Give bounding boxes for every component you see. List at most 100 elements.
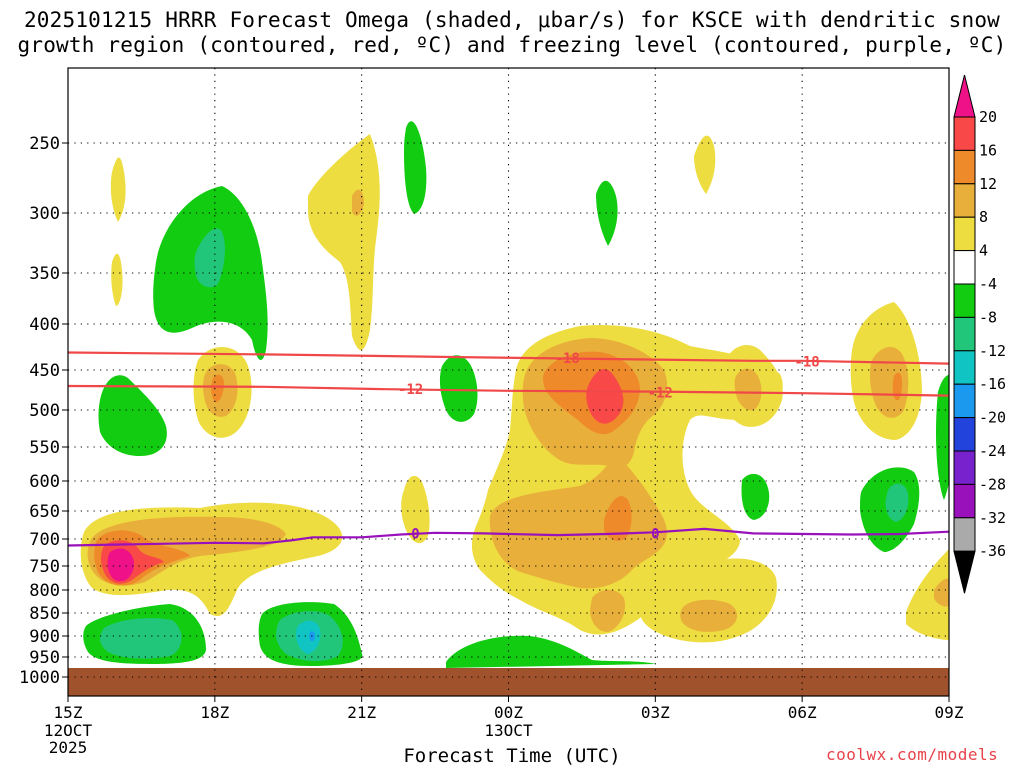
contour-line-freezing_level [67, 527, 950, 547]
colorbar-swatch [953, 417, 976, 452]
colorbar-swatch [953, 350, 976, 385]
x-tick-year: 2025 [49, 738, 88, 757]
omega-area-gold [680, 599, 738, 632]
omega-area-yellow [694, 135, 716, 194]
colorbar-label: 8 [979, 208, 988, 226]
omega-area-red [586, 369, 624, 424]
colorbar-swatch [953, 116, 976, 151]
colorbar-label: -20 [979, 409, 1006, 427]
omega-area-yellow [110, 157, 126, 222]
contour-label: -18 [794, 355, 819, 371]
y-tick-label: 900 [29, 627, 60, 647]
x-tick-label: 06Z [788, 703, 817, 722]
contour-label: 0 [411, 526, 419, 542]
y-tick-label: 550 [29, 438, 60, 458]
colorbar-label: -28 [979, 475, 1006, 493]
omega-area-gold [934, 578, 949, 607]
colorbar-swatch [953, 283, 976, 318]
colorbar-label: 4 [979, 242, 988, 260]
y-tick-label: 300 [29, 204, 60, 224]
y-tick-label: 950 [29, 648, 60, 668]
surface-band [68, 668, 949, 696]
omega-area-gold [352, 189, 364, 216]
colorbar-swatch [953, 450, 976, 485]
omega-area-gold [590, 589, 626, 632]
colorbar-swatch [953, 183, 976, 218]
colorbar: 20 16 12 8 4 -4 -8 -12 -16 -20 -24 -28 -32 -36 [953, 74, 1006, 594]
contour-label: -18 [555, 351, 580, 367]
colorbar-label: 12 [979, 175, 997, 193]
colorbar-swatch [953, 216, 976, 252]
colorbar-label: -24 [979, 442, 1006, 460]
omega-area-magenta [107, 548, 134, 582]
colorbar-label: -36 [979, 542, 1006, 560]
credit-text: coolwx.com/models [826, 745, 999, 764]
y-tick-label: 350 [29, 264, 60, 284]
colorbar-arrow-bottom [953, 550, 976, 594]
colorbar-label: 16 [979, 141, 997, 159]
y-tick-label: 250 [29, 134, 60, 154]
omega-area-teal [99, 618, 182, 659]
y-axis-ticks: 250 300 350 400 450 500 550 600 650 700 750 800 850 9… [19, 134, 68, 688]
x-tick-label: 21Z [347, 703, 376, 722]
omega-area-orange [604, 496, 632, 541]
omega-area-green [936, 375, 949, 500]
y-tick-label: 700 [29, 530, 60, 550]
omega-area-orange [892, 372, 902, 401]
colorbar-swatch [953, 149, 976, 185]
colorbar-label: -4 [979, 275, 997, 293]
omega-area-gold [734, 368, 762, 411]
x-axis-title: Forecast Time (UTC) [403, 745, 621, 767]
colorbar-label: -16 [979, 375, 1006, 393]
omega-area-green [741, 473, 770, 520]
y-tick-label: 750 [29, 557, 60, 577]
x-tick-date: 12OCT [44, 721, 93, 740]
omega-area-gold [489, 452, 667, 589]
y-tick-label: 500 [29, 401, 60, 421]
contour-line-dgz_minus18 [67, 351, 950, 365]
omega-area-green [404, 121, 427, 214]
y-tick-label: 1000 [19, 668, 60, 688]
omega-area-green [439, 355, 478, 422]
y-tick-label: 400 [29, 315, 60, 335]
omega-area-yellow [401, 475, 430, 544]
colorbar-label: -12 [979, 342, 1006, 360]
x-tick-label: 00Z [494, 703, 523, 722]
omega-area-gold [869, 346, 909, 418]
y-tick-label: 800 [29, 581, 60, 601]
omega-area-green [98, 375, 167, 456]
contour-label: -12 [648, 385, 673, 401]
y-tick-label: 450 [29, 361, 60, 381]
y-tick-label: 850 [29, 604, 60, 624]
omega-area-green [446, 635, 656, 668]
omega-area-orange [211, 374, 224, 402]
omega-area-teal [885, 483, 909, 522]
colorbar-swatch [953, 316, 976, 352]
colorbar-arrow-top [953, 74, 976, 118]
chart-title-line1: 2025101215 HRRR Forecast Omega (shaded, … [23, 8, 1001, 32]
grid [68, 68, 949, 696]
x-tick-label: 09Z [935, 703, 964, 722]
colorbar-label: 20 [979, 108, 997, 126]
omega-area-yellow [111, 253, 123, 306]
colorbar-swatch [953, 250, 976, 285]
x-tick-label: 03Z [641, 703, 670, 722]
x-tick-label: 15Z [54, 703, 83, 722]
omega-area-yellow [308, 134, 380, 351]
contour-label: 0 [651, 526, 659, 542]
y-tick-label: 650 [29, 502, 60, 522]
contours: -18 -18 -12 -12 0 0 [67, 351, 950, 547]
omega-shading [80, 121, 949, 668]
y-tick-label: 600 [29, 472, 60, 492]
omega-area-teal [194, 228, 225, 288]
colorbar-swatch [953, 483, 976, 519]
omega-area-yellow [906, 549, 949, 640]
x-tick-date: 13OCT [484, 721, 533, 740]
omega-area-cyan [296, 620, 321, 654]
contour-line-dgz_minus12 [67, 384, 950, 397]
chart-title-line2: growth region (contoured, red, ºC) and f… [17, 33, 1007, 57]
colorbar-swatch [953, 383, 976, 419]
x-tick-label: 18Z [200, 703, 229, 722]
